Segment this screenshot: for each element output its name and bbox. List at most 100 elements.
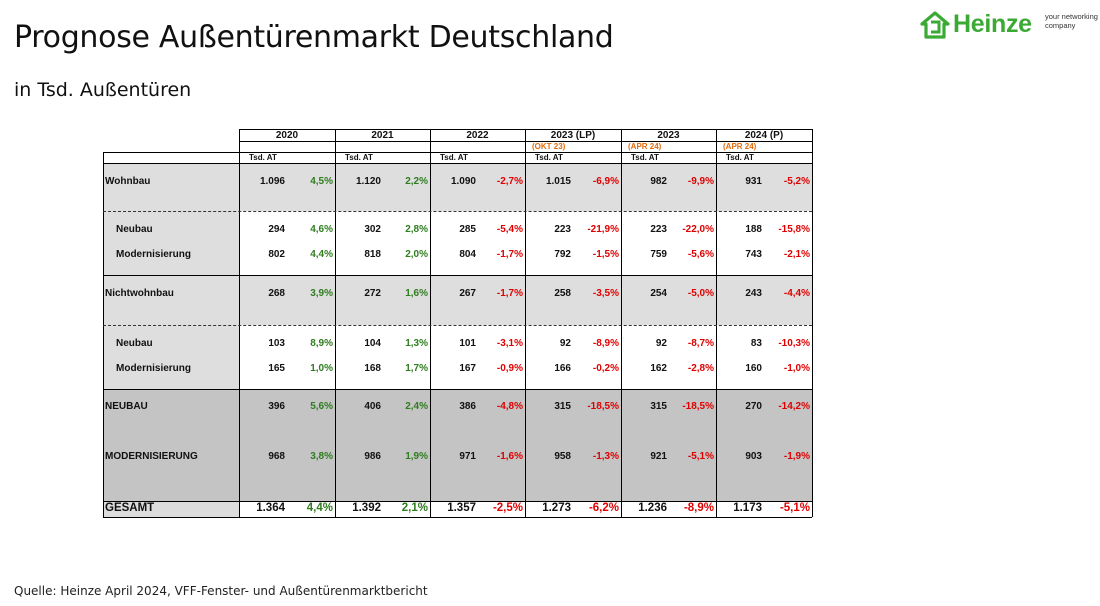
cell-value: 223 (554, 224, 571, 235)
cell-value: 804 (459, 249, 476, 260)
page-title: Prognose Außentürenmarkt Deutschland (14, 20, 614, 55)
forecast-date-note: (OKT 23) (532, 142, 566, 151)
row-separator (103, 389, 812, 390)
cell-percent-change: 2,2% (405, 176, 428, 187)
row-label: Neubau (116, 224, 153, 235)
cell-value: 103 (268, 338, 285, 349)
unit-label: Tsd. AT (726, 153, 754, 162)
cell-value: 267 (459, 288, 476, 299)
unit-label: Tsd. AT (345, 153, 373, 162)
cell-percent-change: -6,2% (588, 502, 619, 514)
unit-label: Tsd. AT (249, 153, 277, 162)
cell-percent-change: 1,7% (405, 363, 428, 374)
row-band (103, 275, 812, 325)
heinze-logo: Heinze your networking company (920, 10, 1098, 43)
cell-percent-change: -1,5% (592, 249, 619, 260)
total-top-line (103, 501, 812, 502)
cell-percent-change: -5,1% (779, 502, 810, 514)
heinze-house-icon (920, 11, 950, 39)
cell-percent-change: -14,2% (778, 401, 810, 412)
cell-percent-change: 5,6% (310, 401, 333, 412)
unit-label: Tsd. AT (631, 153, 659, 162)
cell-percent-change: 2,8% (405, 224, 428, 235)
cell-value: 968 (268, 451, 285, 462)
row-band (103, 211, 239, 275)
cell-percent-change: -1,7% (496, 288, 523, 299)
cell-percent-change: -10,3% (778, 338, 810, 349)
cell-percent-change: -22,0% (682, 224, 714, 235)
cell-percent-change: -15,8% (778, 224, 810, 235)
cell-percent-change: -18,5% (587, 401, 619, 412)
cell-value: 92 (655, 338, 667, 349)
cell-value: 315 (650, 401, 667, 412)
column-divider (239, 129, 240, 517)
row-label: MODERNISIERUNG (105, 451, 198, 462)
column-divider (525, 129, 526, 517)
row-band (103, 163, 812, 211)
cell-value: 818 (364, 249, 381, 260)
column-divider (430, 129, 431, 517)
cell-percent-change: -1,0% (783, 363, 810, 374)
cell-value: 243 (745, 288, 762, 299)
year-header: 2020 (275, 130, 299, 141)
cell-value: 396 (268, 401, 285, 412)
cell-value: 1.236 (638, 502, 667, 514)
cell-percent-change: -3,1% (496, 338, 523, 349)
cell-value: 268 (268, 288, 285, 299)
column-divider (716, 129, 717, 517)
cell-value: 223 (650, 224, 667, 235)
cell-value: 903 (745, 451, 762, 462)
cell-value: 1.364 (256, 502, 285, 514)
cell-percent-change: 2,0% (405, 249, 428, 260)
cell-percent-change: 4,4% (306, 502, 333, 514)
cell-percent-change: -1,6% (496, 451, 523, 462)
cell-value: 101 (459, 338, 476, 349)
cell-value: 1.120 (355, 176, 381, 187)
cell-value: 92 (559, 338, 571, 349)
cell-value: 254 (650, 288, 667, 299)
cell-percent-change: 1,6% (405, 288, 428, 299)
cell-percent-change: -5,4% (496, 224, 523, 235)
cell-percent-change: 2,1% (401, 502, 428, 514)
cell-value: 258 (554, 288, 571, 299)
unit-label: Tsd. AT (440, 153, 468, 162)
unit-top-line (103, 152, 812, 153)
cell-percent-change: 4,6% (310, 224, 333, 235)
cell-value: 958 (554, 451, 571, 462)
forecast-date-note: (APR 24) (628, 142, 662, 151)
cell-value: 302 (364, 224, 381, 235)
cell-percent-change: -1,3% (592, 451, 619, 462)
cell-percent-change: -6,9% (592, 176, 619, 187)
cell-percent-change: -5,0% (687, 288, 714, 299)
row-band (103, 325, 239, 389)
cell-percent-change: -5,6% (687, 249, 714, 260)
cell-value: 921 (650, 451, 667, 462)
row-label: Neubau (116, 338, 153, 349)
year-header: 2022 (466, 130, 489, 141)
row-label: Nichtwohnbau (105, 288, 174, 299)
cell-percent-change: -1,7% (496, 249, 523, 260)
cell-value: 802 (268, 249, 285, 260)
cell-value: 160 (745, 363, 762, 374)
row-band (103, 501, 239, 517)
row-label: GESAMT (105, 502, 155, 514)
year-header: 2023 (LP) (550, 130, 596, 141)
cell-value: 1.173 (733, 502, 762, 514)
cell-value: 386 (459, 401, 476, 412)
cell-percent-change: 1,3% (405, 338, 428, 349)
row-label: NEUBAU (105, 401, 148, 412)
cell-percent-change: -1,9% (783, 451, 810, 462)
cell-value: 315 (554, 401, 571, 412)
cell-percent-change: -21,9% (587, 224, 619, 235)
row-band (103, 389, 812, 501)
cell-percent-change: -4,4% (783, 288, 810, 299)
total-bottom-line (103, 517, 812, 518)
cell-percent-change: -3,5% (592, 288, 619, 299)
cell-percent-change: -0,9% (496, 363, 523, 374)
cell-percent-change: -9,9% (687, 176, 714, 187)
cell-value: 743 (745, 249, 762, 260)
cell-percent-change: -5,2% (783, 176, 810, 187)
cell-value: 1.392 (352, 502, 381, 514)
page-subtitle: in Tsd. Außentüren (14, 79, 192, 101)
row-label: Modernisierung (116, 249, 192, 260)
